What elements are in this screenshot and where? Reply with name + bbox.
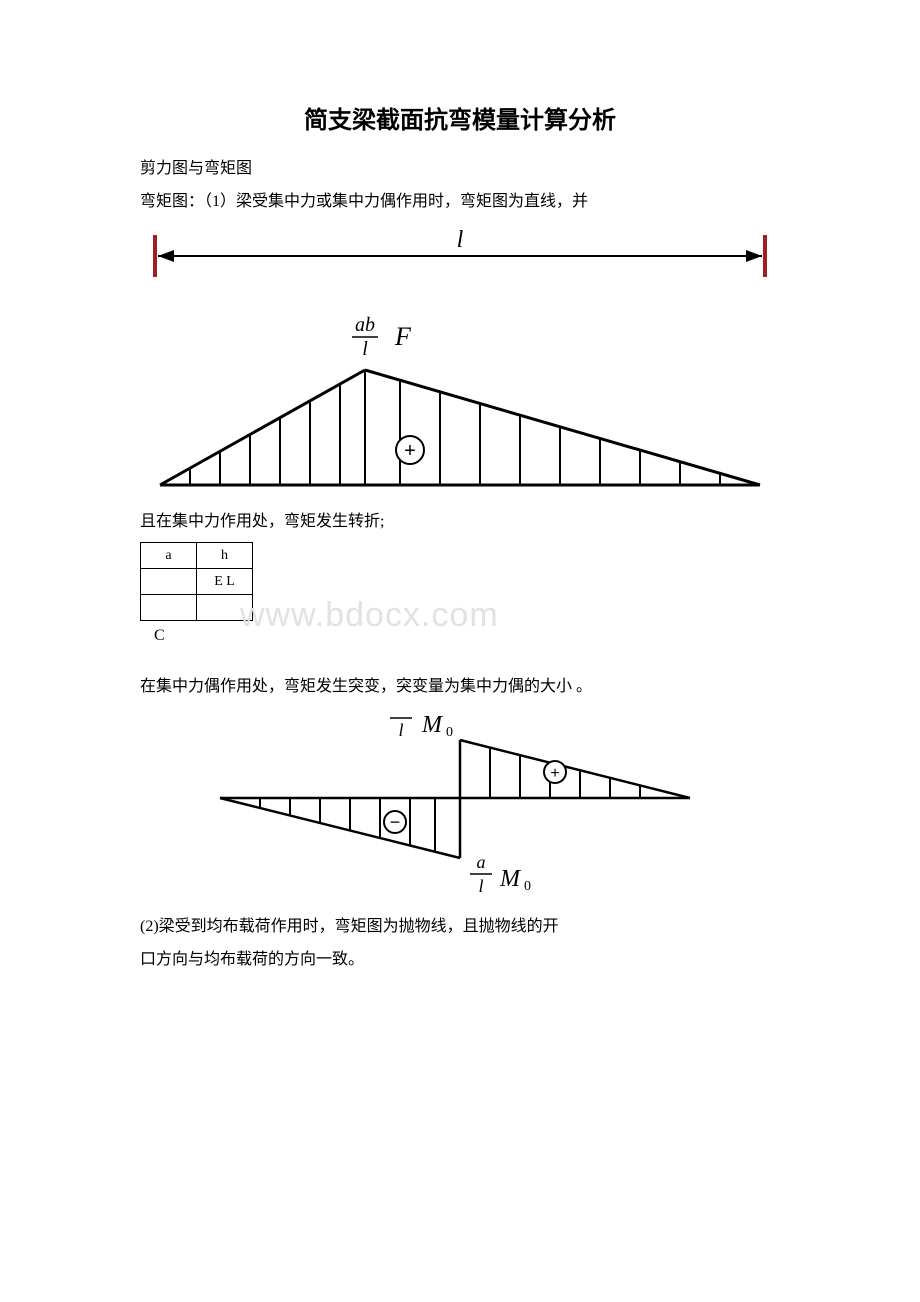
figure-1: l ab l F + bbox=[140, 225, 780, 500]
paragraph-line-3: 在集中力偶作用处，弯矩发生突变，突变量为集中力偶的大小 。 bbox=[140, 673, 780, 702]
table-row: E L bbox=[141, 569, 253, 595]
paragraph-line-5: 口方向与均布载荷的方向一致。 bbox=[140, 946, 780, 975]
paragraph-line-1: 弯矩图：（1）梁受集中力或集中力偶作用时，弯矩图为直线，并 bbox=[140, 188, 780, 217]
span-label: l bbox=[457, 227, 464, 253]
frac-top: ab bbox=[355, 314, 375, 336]
table-row bbox=[141, 595, 253, 621]
bot-m: M bbox=[499, 866, 522, 892]
top-m-sub: 0 bbox=[446, 725, 453, 740]
moment-diagram-couple: l M 0 + − a l M 0 bbox=[200, 710, 700, 900]
top-m: M bbox=[421, 712, 444, 738]
page-title: 简支梁截面抗弯模量计算分析 bbox=[140, 100, 780, 135]
paragraph-line-2: 且在集中力作用处，弯矩发生转折; bbox=[140, 508, 780, 537]
section-heading: 剪力图与弯矩图 bbox=[140, 155, 780, 184]
paragraph-line-4: (2)梁受到均布载荷作用时，弯矩图为抛物线，且抛物线的开 bbox=[140, 913, 780, 942]
table-cell: h bbox=[197, 543, 253, 569]
minus-sign: − bbox=[390, 812, 401, 832]
top-frac-bot: l bbox=[398, 720, 403, 740]
force-f: F bbox=[394, 322, 412, 351]
table-cell bbox=[197, 595, 253, 621]
table-cell bbox=[141, 595, 197, 621]
figure-2: l M 0 + − a l M 0 bbox=[200, 710, 780, 905]
plus-sign-2: + bbox=[550, 765, 559, 782]
bot-frac-bot: l bbox=[478, 876, 483, 896]
bot-frac-top: a bbox=[477, 852, 486, 872]
table-cell: a bbox=[141, 543, 197, 569]
moment-diagram-point-load: l ab l F + bbox=[140, 225, 780, 495]
small-table: a h E L bbox=[140, 542, 253, 621]
letter-c: C bbox=[154, 627, 780, 645]
frac-bot: l bbox=[362, 338, 368, 360]
bot-m-sub: 0 bbox=[524, 879, 531, 894]
plus-sign: + bbox=[404, 440, 416, 462]
table-row: a h bbox=[141, 543, 253, 569]
table-cell bbox=[141, 569, 197, 595]
table-cell: E L bbox=[197, 569, 253, 595]
